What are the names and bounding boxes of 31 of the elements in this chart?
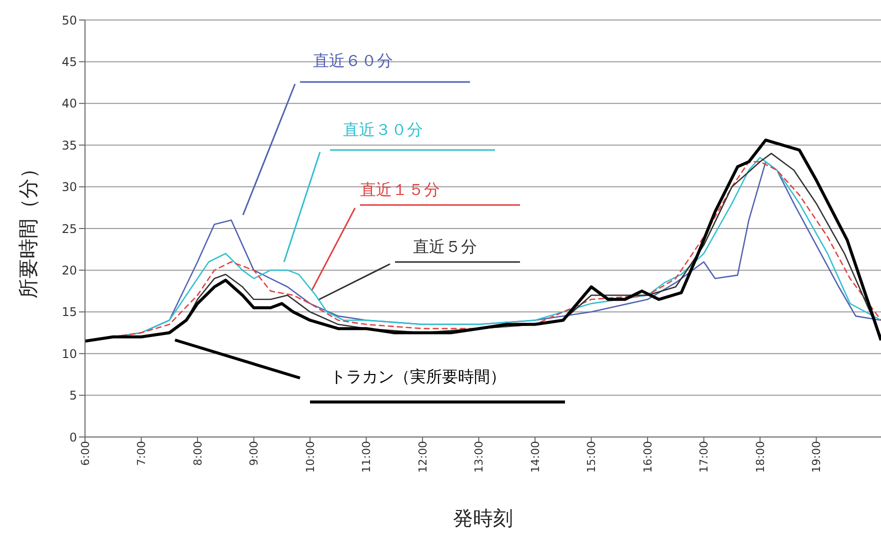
x-tick-label: 13:00 [472,441,486,473]
x-tick-label: 9:00 [248,441,261,466]
x-axis-title: 発時刻 [453,506,513,530]
x-tick-label: 17:00 [698,441,711,473]
y-tick-label: 10 [62,346,77,361]
y-tick-label: 40 [62,96,77,111]
y-tick-label: 30 [62,180,77,194]
x-tick-label: 10:00 [304,441,317,473]
y-axis-title: 所要時間（分） [16,158,40,298]
text: 直近３０分 [343,120,423,139]
y-tick-label: 5 [69,388,77,403]
y-tick-label: 20 [62,263,77,278]
x-tick-label: 19:00 [810,441,824,473]
x-tick-label: 12:00 [416,441,430,473]
y-tick-label: 45 [62,54,77,69]
y-tick-label: 50 [62,13,77,28]
x-tick-label: 8:00 [191,441,204,466]
text: トラカン（実所要時間） [330,367,506,386]
y-tick-label: 15 [62,305,77,320]
x-tick-label: 15:00 [585,441,598,473]
y-tick-label: 35 [62,138,77,152]
y-tick-label: 0 [69,430,77,444]
x-tick-label: 16:00 [641,441,654,473]
x-tick-label: 18:00 [754,441,767,473]
text: 直近１５分 [360,180,440,199]
y-tick-label: 25 [62,222,77,236]
x-tick-label: 14:00 [528,441,542,473]
x-tick-label: 6:00 [78,441,92,466]
x-tick-label: 7:00 [135,441,148,466]
x-tick-label: 11:00 [360,441,374,473]
text: 直近５分 [413,237,477,256]
